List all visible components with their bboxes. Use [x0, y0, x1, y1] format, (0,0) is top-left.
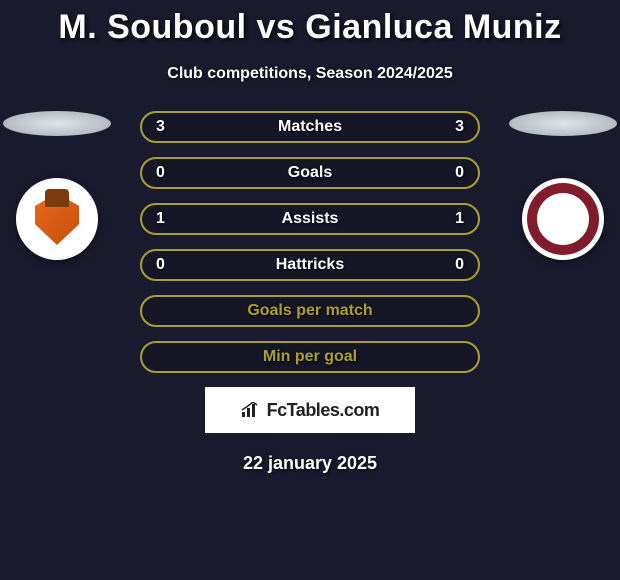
- stat-label: Goals: [288, 164, 332, 182]
- stat-label: Hattricks: [276, 256, 344, 274]
- brand-text: FcTables.com: [267, 400, 380, 421]
- stat-value-left: 1: [156, 210, 165, 228]
- stat-value-right: 0: [455, 164, 464, 182]
- brand-chart-icon: [241, 402, 261, 418]
- country-flag-left: [3, 111, 111, 136]
- snapshot-date: 22 january 2025: [0, 453, 620, 474]
- stat-row-hattricks: 0 Hattricks 0: [140, 249, 480, 281]
- stat-label: Goals per match: [247, 302, 372, 320]
- stat-label: Matches: [278, 118, 342, 136]
- stat-value-right: 0: [455, 256, 464, 274]
- stat-row-matches: 3 Matches 3: [140, 111, 480, 143]
- stat-row-goals: 0 Goals 0: [140, 157, 480, 189]
- stat-value-right: 3: [455, 118, 464, 136]
- country-flag-right: [509, 111, 617, 136]
- stat-label: Assists: [282, 210, 339, 228]
- stat-row-min-per-goal: Min per goal: [140, 341, 480, 373]
- club-badge-left: [16, 178, 98, 260]
- club-badge-right: [522, 178, 604, 260]
- comparison-subtitle: Club competitions, Season 2024/2025: [0, 65, 620, 83]
- stat-value-left: 0: [156, 164, 165, 182]
- stat-row-assists: 1 Assists 1: [140, 203, 480, 235]
- club-crest-left-icon: [25, 187, 89, 251]
- right-player-column: [498, 111, 620, 260]
- club-crest-right-icon: [527, 183, 599, 255]
- stats-list: 3 Matches 3 0 Goals 0 1 Assists 1 0 Hatt…: [140, 111, 480, 373]
- stat-value-right: 1: [455, 210, 464, 228]
- left-player-column: [0, 111, 122, 260]
- comparison-content: 3 Matches 3 0 Goals 0 1 Assists 1 0 Hatt…: [0, 111, 620, 474]
- comparison-title: M. Souboul vs Gianluca Muniz: [0, 0, 620, 47]
- stat-value-left: 3: [156, 118, 165, 136]
- brand-box[interactable]: FcTables.com: [205, 387, 415, 433]
- stat-label: Min per goal: [263, 348, 357, 366]
- stat-value-left: 0: [156, 256, 165, 274]
- stat-row-goals-per-match: Goals per match: [140, 295, 480, 327]
